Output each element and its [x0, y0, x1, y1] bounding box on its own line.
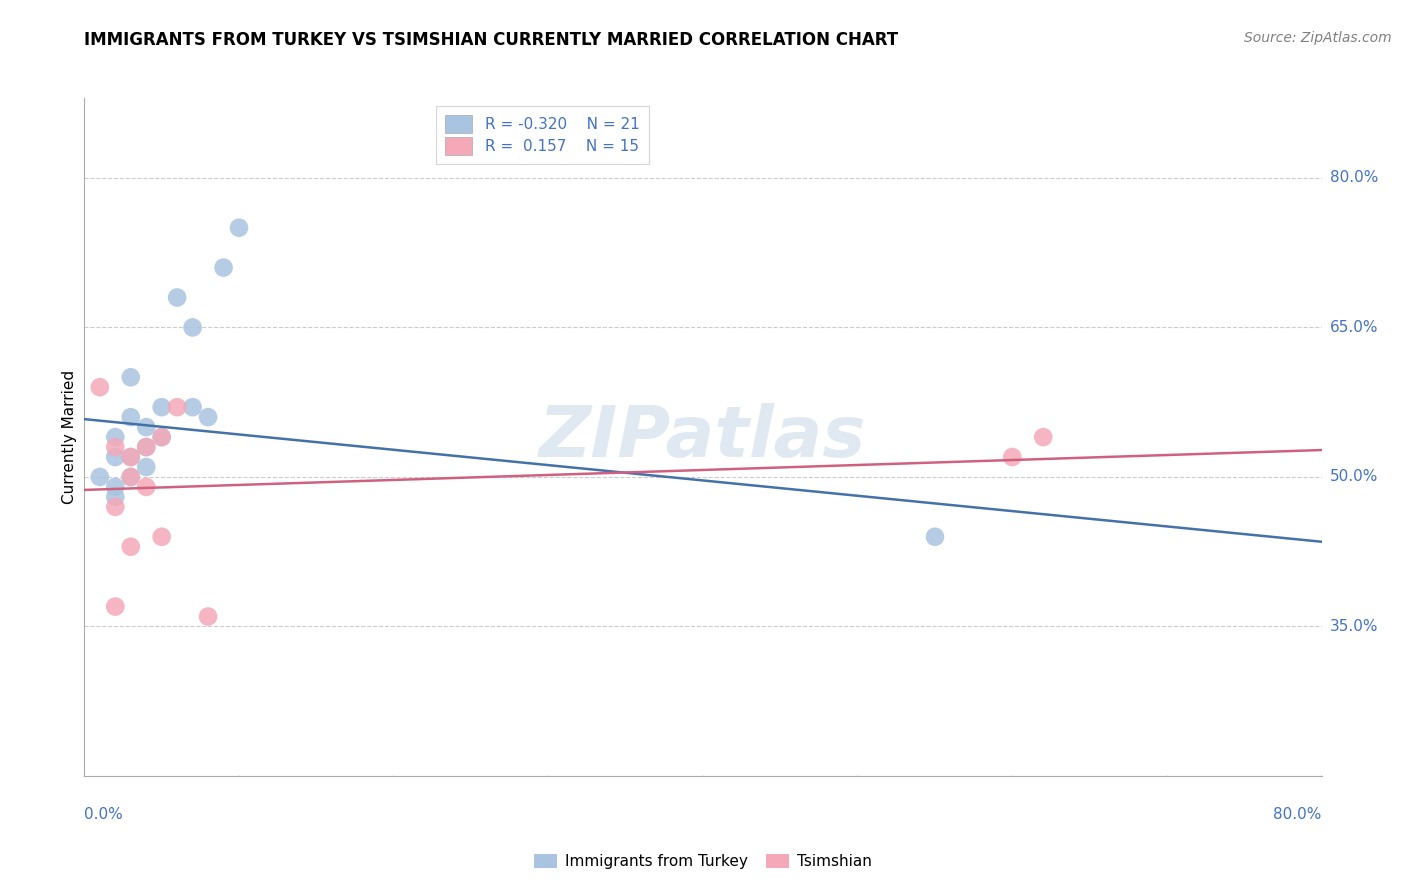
Text: 0.0%: 0.0%: [84, 806, 124, 822]
Point: [197, 410, 219, 425]
Point: [120, 370, 142, 384]
Text: 35.0%: 35.0%: [1330, 619, 1378, 634]
Point: [120, 410, 142, 425]
Text: ZIPatlas: ZIPatlas: [540, 402, 866, 472]
Point: [120, 470, 142, 484]
Point: [1032, 430, 1054, 444]
Point: [104, 500, 127, 514]
Point: [197, 609, 219, 624]
Point: [135, 460, 157, 475]
Point: [135, 440, 157, 454]
Point: [150, 400, 173, 414]
Point: [89, 380, 111, 394]
Point: [150, 430, 173, 444]
Point: [166, 291, 188, 305]
Point: [120, 450, 142, 464]
Text: 65.0%: 65.0%: [1330, 320, 1378, 334]
Point: [120, 470, 142, 484]
Legend: R = -0.320    N = 21, R =  0.157    N = 15: R = -0.320 N = 21, R = 0.157 N = 15: [436, 106, 648, 164]
Text: IMMIGRANTS FROM TURKEY VS TSIMSHIAN CURRENTLY MARRIED CORRELATION CHART: IMMIGRANTS FROM TURKEY VS TSIMSHIAN CURR…: [84, 31, 898, 49]
Point: [135, 480, 157, 494]
Point: [104, 599, 127, 614]
Point: [104, 430, 127, 444]
Point: [212, 260, 235, 275]
Point: [150, 430, 173, 444]
Point: [181, 320, 204, 334]
Point: [228, 220, 250, 235]
Point: [166, 400, 188, 414]
Text: 50.0%: 50.0%: [1330, 469, 1378, 484]
Point: [135, 420, 157, 434]
Point: [120, 540, 142, 554]
Point: [104, 490, 127, 504]
Text: 80.0%: 80.0%: [1274, 806, 1322, 822]
Point: [924, 530, 946, 544]
Text: Source: ZipAtlas.com: Source: ZipAtlas.com: [1244, 31, 1392, 45]
Point: [150, 530, 173, 544]
Text: 80.0%: 80.0%: [1330, 170, 1378, 186]
Point: [1001, 450, 1024, 464]
Point: [135, 440, 157, 454]
Legend: Immigrants from Turkey, Tsimshian: Immigrants from Turkey, Tsimshian: [529, 848, 877, 875]
Point: [104, 480, 127, 494]
Point: [104, 440, 127, 454]
Point: [89, 470, 111, 484]
Point: [104, 450, 127, 464]
Y-axis label: Currently Married: Currently Married: [62, 370, 77, 504]
Point: [181, 400, 204, 414]
Point: [120, 450, 142, 464]
